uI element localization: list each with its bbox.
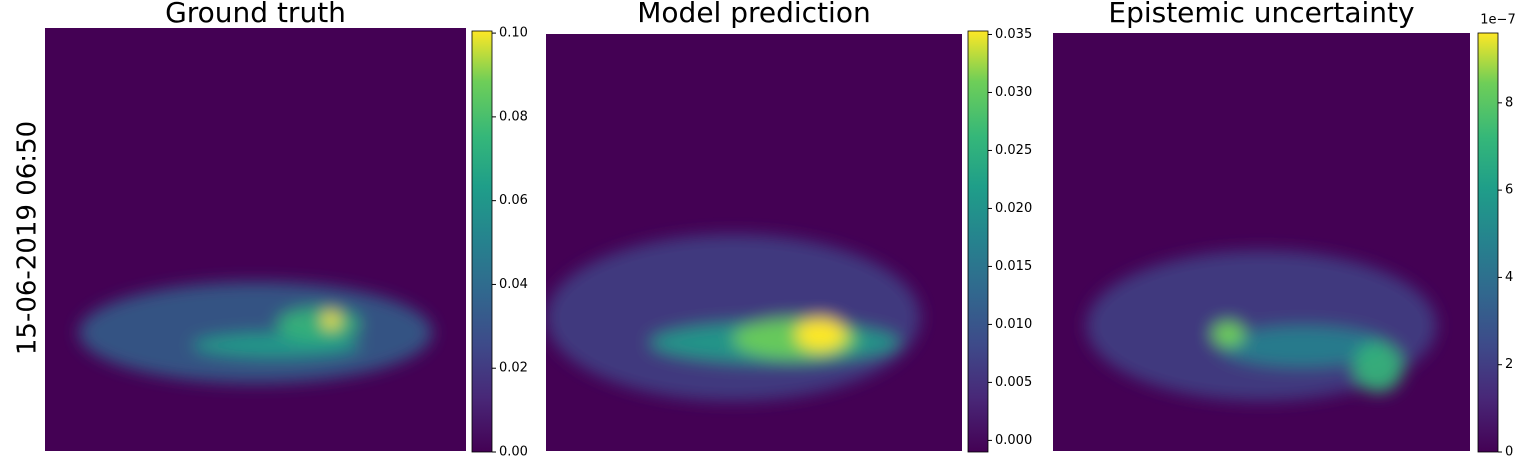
colorbar-tick-label: 0.035	[995, 27, 1032, 42]
colorbar-tick-label: 0.020	[995, 201, 1032, 216]
colorbar-tick-label: 2	[1505, 357, 1513, 372]
chart-title: Ground truth	[165, 0, 346, 29]
colorbar-tick-label: 0	[1505, 445, 1513, 460]
plume-blob	[276, 307, 361, 342]
colorbar-scale: 1e−7	[1480, 13, 1515, 28]
plume-blob	[322, 311, 340, 329]
plume-blob	[795, 317, 846, 351]
colorbar	[967, 30, 989, 453]
plume-blob	[546, 234, 921, 401]
colorbar-tick-label: 0.015	[995, 259, 1032, 274]
colorbar-tick-label: 0.00	[499, 445, 528, 460]
colorbar	[1477, 32, 1499, 453]
plume	[78, 281, 433, 384]
colorbar-tick-label: 0.04	[499, 277, 528, 292]
plume-blob	[1211, 321, 1245, 347]
colorbar-tick-label: 0.025	[995, 143, 1032, 158]
plume	[546, 234, 921, 401]
chart-title: Model prediction	[637, 0, 870, 29]
colorbar-tick-label: 0.10	[499, 26, 528, 41]
colorbar-tick-label: 0.02	[499, 361, 528, 376]
plume	[1086, 250, 1437, 401]
plume-blob	[1353, 342, 1404, 393]
colorbar-tick-label: 4	[1505, 270, 1513, 285]
plume-blob	[78, 281, 433, 384]
colorbar	[471, 30, 493, 453]
heatmap-image	[45, 28, 466, 451]
colorbar-tick-label: 0.005	[995, 375, 1032, 390]
colorbar-tick-label: 0.030	[995, 85, 1032, 100]
chart-title: Epistemic uncertainty	[1108, 0, 1414, 29]
colorbar-tick-label: 0.000	[995, 433, 1032, 448]
colorbar-tick-label: 0.06	[499, 193, 528, 208]
row-label: 15-06-2019 06:50	[13, 121, 43, 355]
plume-blob	[1219, 325, 1387, 368]
colorbar-tick-label: 8	[1505, 95, 1513, 110]
colorbar-tick-label: 0.010	[995, 317, 1032, 332]
colorbar-tick-label: 6	[1505, 183, 1513, 198]
colorbar-tick-label: 0.08	[499, 109, 528, 124]
